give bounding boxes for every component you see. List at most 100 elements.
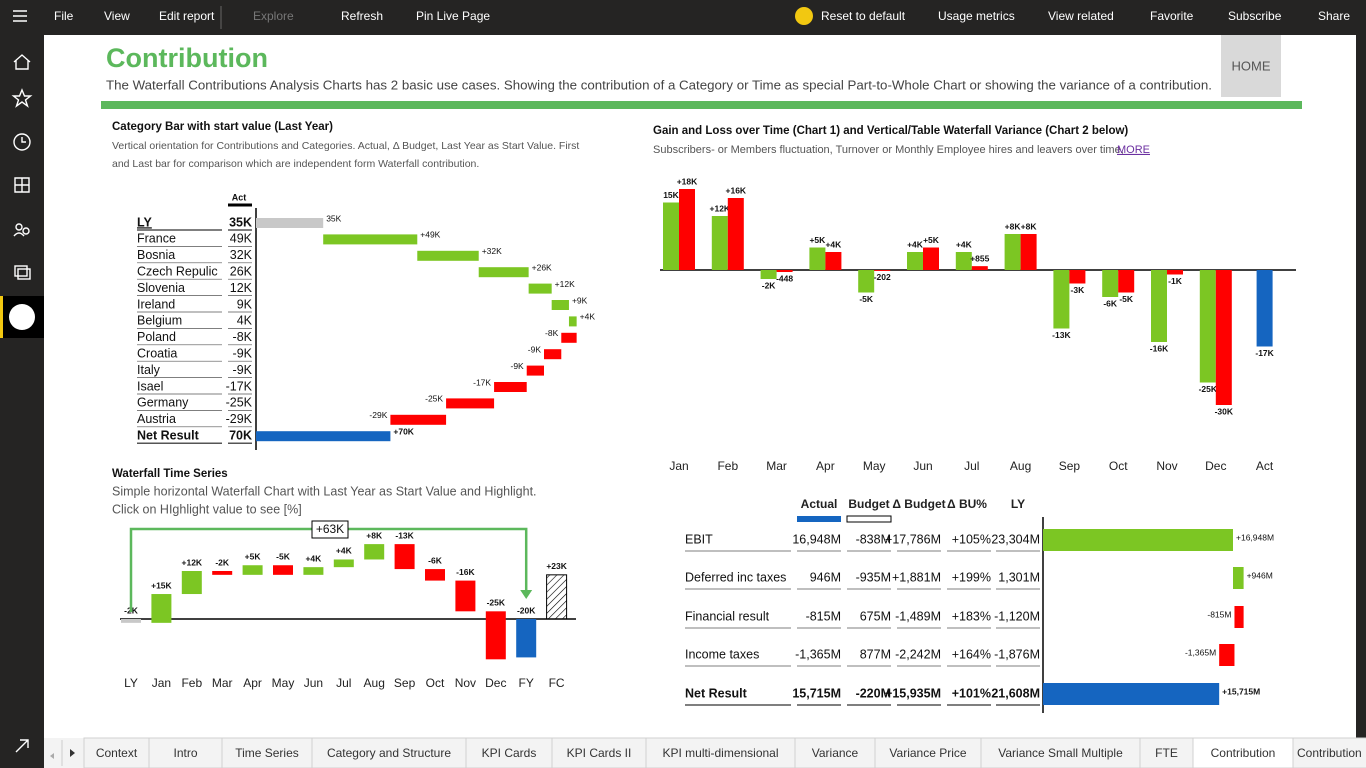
tab-label[interactable]: Context (96, 746, 138, 760)
menu-icon[interactable] (13, 10, 27, 22)
x-tick-label: Dec (485, 676, 506, 690)
bar (809, 247, 826, 270)
home-button[interactable] (1221, 35, 1281, 97)
tab-label[interactable]: Variance Price (889, 746, 966, 760)
toolbar-item[interactable]: Pin Live Page (416, 9, 490, 23)
toolbar-item[interactable]: Usage metrics (938, 9, 1015, 23)
cell: 1,301M (998, 570, 1040, 584)
cell: 946M (810, 570, 841, 584)
tab-label[interactable]: Contribution (1297, 746, 1362, 760)
bar (568, 316, 577, 327)
category-label: Bosnia (137, 248, 175, 262)
tab-label[interactable]: FTE (1155, 746, 1178, 760)
tab-label[interactable]: Time Series (235, 746, 299, 760)
tab-label[interactable]: KPI Cards (482, 746, 537, 760)
row-label: EBIT (685, 532, 713, 546)
chart-description: Subscribers- or Members fluctuation, Tur… (653, 144, 1124, 156)
tab-label[interactable]: Variance Small Multiple (998, 746, 1123, 760)
tab[interactable] (83, 737, 150, 768)
column-header: Δ BU% (947, 497, 987, 511)
bar (478, 267, 529, 278)
tab-arrows[interactable] (50, 749, 75, 759)
tab[interactable] (221, 737, 313, 768)
tab[interactable] (148, 737, 223, 768)
cell: -2,242M (895, 647, 941, 661)
bar (663, 202, 679, 270)
toolbar-item[interactable]: View (104, 9, 130, 23)
bar (333, 559, 354, 568)
x-tick-label: Mar (212, 676, 233, 690)
bar (323, 234, 418, 245)
bar (526, 365, 544, 376)
bar-label: -6K (1103, 298, 1118, 308)
x-tick-label: Mar (766, 459, 787, 473)
bar (256, 218, 324, 228)
tab[interactable] (1139, 737, 1194, 768)
bar-label: +15K (151, 580, 172, 590)
tab[interactable] (874, 737, 982, 768)
x-tick-label: Jun (304, 676, 323, 690)
x-tick-label: LY (124, 676, 138, 690)
toolbar-item[interactable]: Favorite (1150, 9, 1194, 23)
bar-label: +16,948M (1236, 532, 1274, 542)
bar-label: -25K (487, 598, 506, 608)
tab-label[interactable]: KPI multi-dimensional (662, 746, 778, 760)
tab-label[interactable]: KPI Cards II (567, 746, 632, 760)
bar (1020, 234, 1037, 270)
bar-label: +4K (907, 239, 924, 249)
row-value: 26K (230, 264, 253, 278)
annotation[interactable]: +63K (316, 522, 344, 536)
column-header: Actual (801, 497, 838, 511)
category-label: Germany (137, 396, 189, 410)
row-value: 4K (237, 314, 253, 328)
tab-label[interactable]: Intro (173, 746, 197, 760)
x-tick-label: Act (1256, 459, 1274, 473)
bar (151, 594, 172, 623)
tab-label[interactable]: Category and Structure (327, 746, 451, 760)
toolbar-item[interactable]: Reset to default (821, 9, 906, 23)
tab[interactable] (1292, 737, 1366, 768)
bar-label: +12K (555, 279, 575, 289)
toolbar-item[interactable]: Subscribe (1228, 9, 1282, 23)
toolbar-item[interactable]: Edit report (159, 9, 215, 23)
bar (1256, 270, 1273, 347)
toolbar-item[interactable]: Share (1318, 9, 1350, 23)
bar-label: +32K (482, 246, 502, 256)
x-tick-label: Jul (964, 459, 979, 473)
toolbar-item[interactable]: View related (1048, 9, 1114, 23)
tab-label[interactable]: Contribution (1211, 746, 1276, 760)
cell: +17,786M (885, 532, 941, 546)
bar (1043, 683, 1220, 705)
toolbar-item[interactable]: Explore (253, 9, 294, 23)
bar-label: -2K (215, 557, 230, 567)
x-tick-label: Jan (669, 459, 688, 473)
avatar[interactable] (9, 304, 35, 330)
more-link[interactable]: MORE (1117, 144, 1150, 156)
reset-icon (795, 7, 813, 25)
toolbar-item[interactable]: Refresh (341, 9, 383, 23)
sidebar-icons[interactable] (11, 54, 33, 753)
cell: -1,120M (994, 609, 1040, 623)
cell: +199% (952, 570, 991, 584)
bar-label: +70K (393, 426, 414, 436)
bar-label: -25K (1199, 384, 1218, 394)
tabs: Context Intro Time Series Category and Stru… (83, 737, 1366, 768)
toolbar-item[interactable]: File (54, 9, 74, 23)
bar-label: -16K (456, 567, 475, 577)
annotation-box[interactable] (311, 520, 349, 539)
x-tick-label: Nov (1156, 459, 1177, 473)
bar-label: 15K (663, 190, 679, 200)
bar-label: -3K (1071, 285, 1086, 295)
bar-label: -20K (517, 605, 536, 615)
tab-label[interactable]: Variance (812, 746, 859, 760)
bar (242, 565, 263, 575)
home-label[interactable]: HOME (1232, 58, 1271, 73)
bar (679, 189, 695, 270)
chart-description: Simple horizontal Waterfall Chart with L… (112, 484, 537, 498)
bar-label: +49K (420, 230, 440, 240)
tab[interactable] (980, 737, 1141, 768)
row-value: -17K (226, 379, 253, 393)
bar (485, 611, 506, 660)
